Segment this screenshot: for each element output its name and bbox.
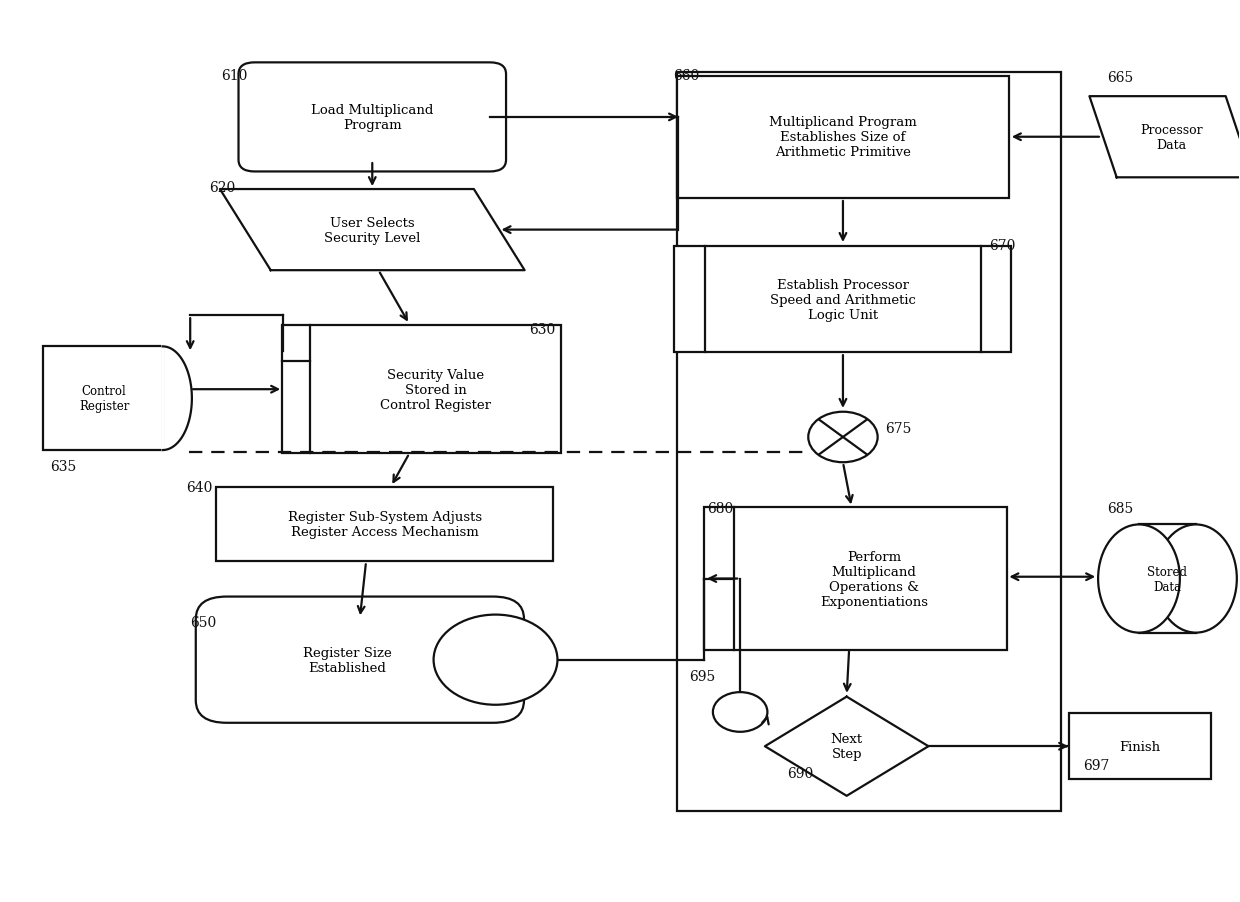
Ellipse shape (1099, 525, 1179, 633)
Circle shape (808, 412, 878, 463)
Text: Control
Register: Control Register (79, 385, 129, 413)
Text: 640: 640 (186, 481, 213, 494)
Text: Processor
Data: Processor Data (1140, 124, 1203, 152)
Bar (1069, 713, 1211, 779)
Text: Finish: Finish (1120, 740, 1161, 753)
Bar (283, 326, 562, 454)
Text: 620: 620 (208, 180, 236, 195)
FancyBboxPatch shape (196, 597, 525, 723)
FancyBboxPatch shape (238, 63, 506, 172)
Bar (1140, 525, 1195, 633)
Bar (675, 246, 1012, 353)
Polygon shape (765, 697, 929, 796)
Polygon shape (219, 189, 525, 271)
Text: User Selects
Security Level: User Selects Security Level (324, 216, 420, 244)
Bar (677, 77, 1009, 198)
Bar (677, 73, 1061, 811)
Polygon shape (1090, 97, 1240, 178)
Text: 685: 685 (1107, 502, 1133, 515)
Text: 650: 650 (190, 616, 217, 630)
Text: 630: 630 (529, 323, 556, 337)
Circle shape (434, 615, 558, 705)
Text: 665: 665 (1107, 70, 1133, 85)
Text: Perform
Multiplicand
Operations &
Exponentiations: Perform Multiplicand Operations & Expone… (820, 550, 928, 608)
Text: Establish Processor
Speed and Arithmetic
Logic Unit: Establish Processor Speed and Arithmetic… (770, 278, 916, 321)
Text: 675: 675 (885, 422, 911, 436)
Text: 697: 697 (1084, 758, 1110, 772)
Text: Register Size
Established: Register Size Established (303, 646, 392, 674)
Text: Security Value
Stored in
Control Register: Security Value Stored in Control Registe… (381, 368, 491, 411)
Text: Multiplicand Program
Establishes Size of
Arithmetic Primitive: Multiplicand Program Establishes Size of… (769, 116, 916, 159)
Bar (703, 508, 1007, 650)
Bar (43, 347, 162, 451)
Text: 660: 660 (673, 69, 699, 83)
Text: Register Sub-System Adjusts
Register Access Mechanism: Register Sub-System Adjusts Register Acc… (288, 511, 481, 538)
Text: Stored
Data: Stored Data (1147, 565, 1188, 593)
Text: Next
Step: Next Step (831, 732, 863, 760)
Ellipse shape (1156, 525, 1236, 633)
Text: Load Multiplicand
Program: Load Multiplicand Program (311, 104, 434, 132)
Text: 690: 690 (787, 766, 813, 780)
Text: 695: 695 (689, 668, 715, 683)
Text: 635: 635 (51, 460, 77, 474)
Bar (216, 488, 553, 562)
Text: 670: 670 (990, 238, 1016, 253)
Text: 680: 680 (707, 502, 733, 515)
Text: 610: 610 (221, 69, 248, 83)
Circle shape (713, 693, 768, 732)
